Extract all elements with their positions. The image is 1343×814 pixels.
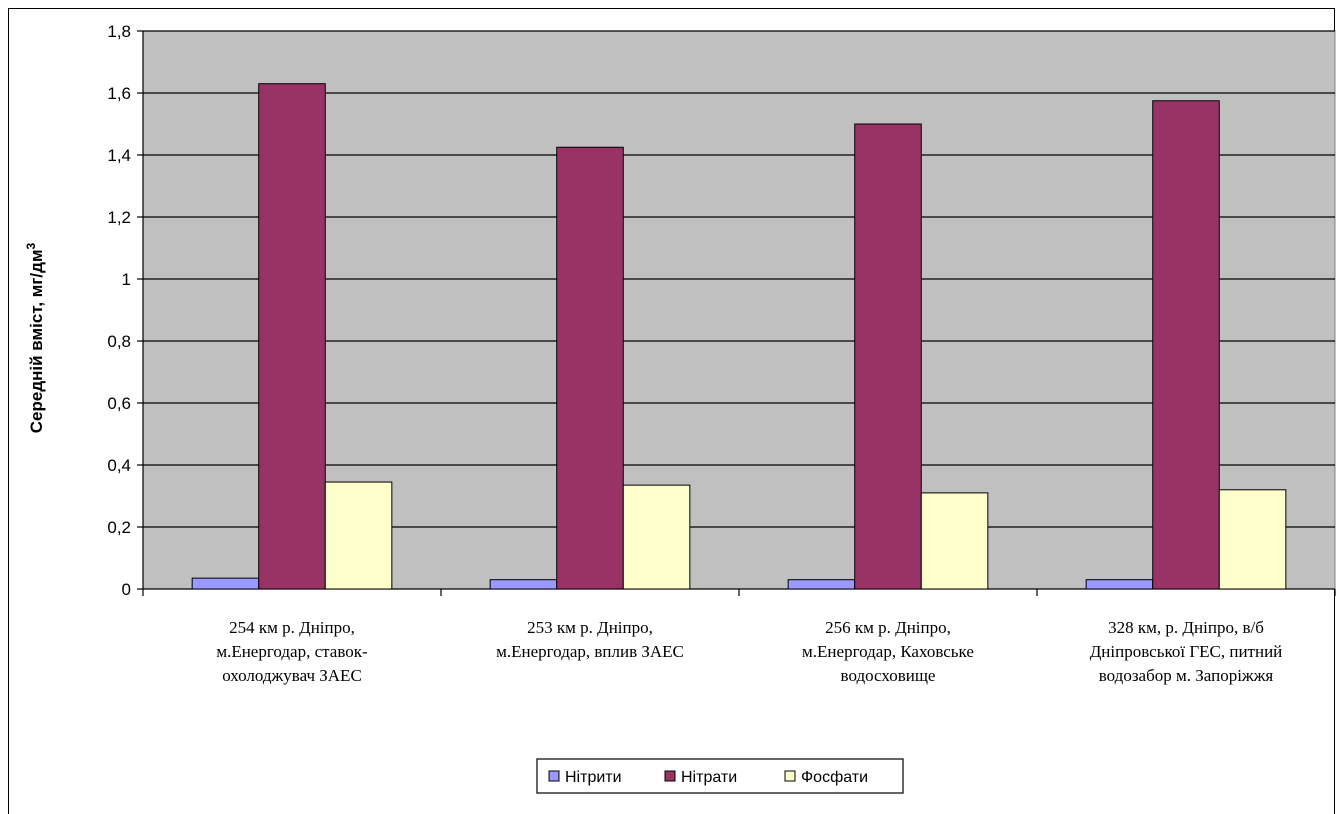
legend-swatch: [548, 770, 560, 782]
y-tick-label: 1,8: [107, 22, 131, 41]
legend: Нітрити Нітрати Фосфати: [536, 758, 904, 794]
bar-Фосфати-4: [1218, 489, 1287, 590]
bar-Фосфати-2: [622, 484, 691, 590]
bar-Нітрити-4: [1085, 579, 1154, 590]
bar-Нітрити-3: [787, 579, 856, 590]
y-tick-label: 1,4: [107, 146, 131, 165]
y-tick-label: 0,8: [107, 332, 131, 351]
y-tick-label: 0,4: [107, 456, 131, 475]
bar-Нітрити-2: [489, 579, 558, 590]
bar-Фосфати-3: [920, 492, 989, 590]
bar-Нітрати-2: [556, 146, 624, 590]
bar-Нітрати-4: [1152, 100, 1220, 590]
y-axis-label: Середній вміст, мг/дм3: [24, 242, 46, 433]
bar-Нітрати-1: [258, 83, 326, 590]
legend-entry: Нітрити: [565, 769, 622, 786]
x-category-label-line: 256 км р. Дніпро,: [825, 618, 951, 637]
y-tick-label: 0,6: [107, 394, 131, 413]
y-tick-label: 1,2: [107, 208, 131, 227]
legend-swatch: [664, 770, 676, 782]
legend-box: [536, 758, 904, 794]
x-category-label-line: Дніпровської ГЕС, питний: [1090, 642, 1283, 661]
x-category-label-line: м.Енергодар, ставок-: [216, 642, 368, 661]
y-tick-label: 0,2: [107, 518, 131, 537]
y-axis-label-superscript: 3: [24, 242, 38, 249]
x-category-label-line: м.Енергодар, Каховське: [802, 642, 974, 661]
bar-Нітрати-3: [854, 123, 922, 590]
y-axis-label-text: Середній вміст, мг/дм: [27, 249, 46, 433]
x-category-label-line: 328 км, р. Дніпро, в/б: [1108, 618, 1264, 637]
legend-entry: Фосфати: [801, 769, 868, 786]
x-category-label-line: водозабор м. Запоріжжя: [1099, 666, 1274, 685]
labels: 254 км р. Дніпро, м.Енергодар, ставок-охо…: [24, 242, 1282, 685]
bar-Нітрити-1: [191, 577, 260, 590]
y-tick-label: 1,6: [107, 84, 131, 103]
legend-swatch: [784, 770, 796, 782]
bar-Фосфати-1: [324, 481, 393, 590]
x-category-label-line: 254 км р. Дніпро,: [229, 618, 355, 637]
x-category-label-line: м.Енергодар, вплив ЗАЕС: [496, 642, 684, 661]
x-category-label: 254 км р. Дніпро, м.Енергодар, ставок-охо…: [216, 618, 368, 685]
bars: [191, 83, 1287, 590]
x-category-label-line: охолоджувач ЗАЕС: [222, 666, 362, 685]
x-category-label-line: 253 км р. Дніпро,: [527, 618, 653, 637]
x-category-label: 328 км, р. Дніпро, в/б Дніпровської ГЕС, …: [1090, 618, 1283, 685]
x-category-label-line: водосховище: [841, 666, 936, 685]
legend-entry: Нітрати: [681, 769, 737, 786]
y-tick-label: 0: [122, 580, 131, 599]
x-category-label: 256 км р. Дніпро, м.Енергодар, Каховське в…: [802, 618, 974, 685]
x-category-label: 253 км р. Дніпро, м.Енергодар, вплив ЗАЕС: [496, 618, 684, 661]
y-tick-label: 1: [122, 270, 131, 289]
